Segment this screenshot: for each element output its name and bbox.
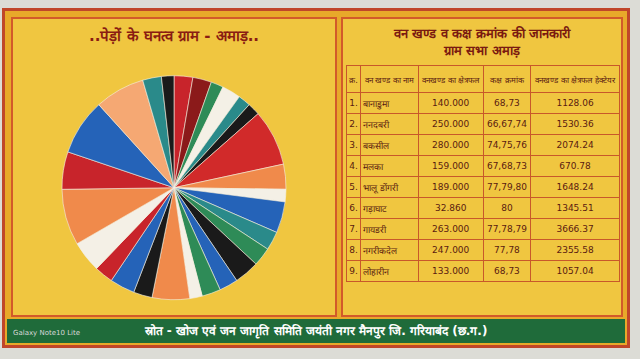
html-text:1128.06: 1128.06	[556, 98, 594, 108]
html-text:3666.37: 3666.37	[556, 224, 594, 234]
html-text:नगरीकदेल: नगरीकदेल	[363, 245, 398, 256]
html-text:263.000: 263.000	[432, 224, 470, 234]
html-text:66,67,74: 66,67,74	[486, 119, 527, 129]
html-text:32.860: 32.860	[435, 203, 467, 213]
html-text:भालू डोंगरी: भालू डोंगरी	[363, 182, 399, 193]
html-text:670.78: 670.78	[559, 161, 591, 171]
html-text:कक्ष क्रमांक: कक्ष क्रमांक	[490, 75, 524, 85]
html-text:1.: 1.	[349, 98, 358, 108]
html-text:6.: 6.	[349, 203, 358, 213]
html-text:77,78,79: 77,78,79	[486, 224, 527, 234]
html-text:8.: 8.	[349, 245, 358, 255]
html-text:189.000: 189.000	[432, 182, 470, 192]
html-text:5.: 5.	[349, 182, 358, 192]
html-text:1530.36: 1530.36	[556, 119, 594, 129]
html-text:74,75,76: 74,75,76	[486, 140, 527, 150]
html-text:67,68,73: 67,68,73	[486, 161, 527, 171]
html-text:1648.24: 1648.24	[556, 182, 594, 192]
html-text:वनखण्ड का क्षेत्रफल: वनखण्ड का क्षेत्रफल	[422, 75, 480, 85]
html-text:80: 80	[501, 203, 513, 213]
html-text:247.000: 247.000	[432, 245, 470, 255]
html-text:140.000: 140.000	[432, 98, 470, 108]
html-text:77,78: 77,78	[494, 245, 520, 255]
html-text:ग्राम सभा अमाड़: ग्राम सभा अमाड़	[444, 43, 520, 58]
html-text:133.000: 133.000	[432, 266, 470, 276]
html-text:3.: 3.	[349, 140, 358, 150]
html-text:1345.51: 1345.51	[556, 203, 594, 213]
html-text:9.: 9.	[349, 266, 358, 276]
html-text:Galaxy Note10 Lite: Galaxy Note10 Lite	[13, 329, 81, 337]
html-text:68,73: 68,73	[494, 98, 520, 108]
html-text:वन खण्ड का नाम: वन खण्ड का नाम	[364, 75, 415, 85]
html-text:गड़ाघाट: गड़ाघाट	[363, 203, 388, 214]
html-text:वनखण्ड का क्षेत्रफल हेक्टेयर: वनखण्ड का क्षेत्रफल हेक्टेयर	[535, 75, 615, 85]
html-text:वन खण्ड व कक्ष क्रमांक की जानक: वन खण्ड व कक्ष क्रमांक की जानकारी	[393, 26, 571, 41]
html-text:1057.04: 1057.04	[556, 266, 594, 276]
html-text:बानाडुमा: बानाडुमा	[363, 98, 390, 109]
html-text:4.: 4.	[349, 161, 358, 171]
html-text:7.: 7.	[349, 224, 358, 234]
html-text:250.000: 250.000	[432, 119, 470, 129]
html-text:68,73: 68,73	[494, 266, 520, 276]
html-text:2355.58: 2355.58	[556, 245, 594, 255]
html-text:गायडरी: गायडरी	[363, 224, 387, 235]
html-text:बकसील: बकसील	[363, 140, 390, 151]
html-text:2074.24: 2074.24	[556, 140, 594, 150]
html-text:स्रोत - खोज एवं जन जागृति समित: स्रोत - खोज एवं जन जागृति समिति जयंती नग…	[144, 324, 488, 338]
svg-text:..पेड़ों के घनत्व ग्राम - अमाड: ..पेड़ों के घनत्व ग्राम - अमाड़..	[89, 27, 259, 45]
html-text:159.000: 159.000	[432, 161, 470, 171]
html-text:लोहारीन: लोहारीन	[363, 266, 390, 277]
html-text:280.000: 280.000	[432, 140, 470, 150]
html-text:मलका: मलका	[363, 161, 384, 172]
html-text:क्र.: क्र.	[349, 75, 358, 85]
html-text:77,79,80: 77,79,80	[486, 182, 527, 192]
html-text:2.: 2.	[349, 119, 358, 129]
html-text:ननदबरी: ननदबरी	[363, 119, 390, 130]
